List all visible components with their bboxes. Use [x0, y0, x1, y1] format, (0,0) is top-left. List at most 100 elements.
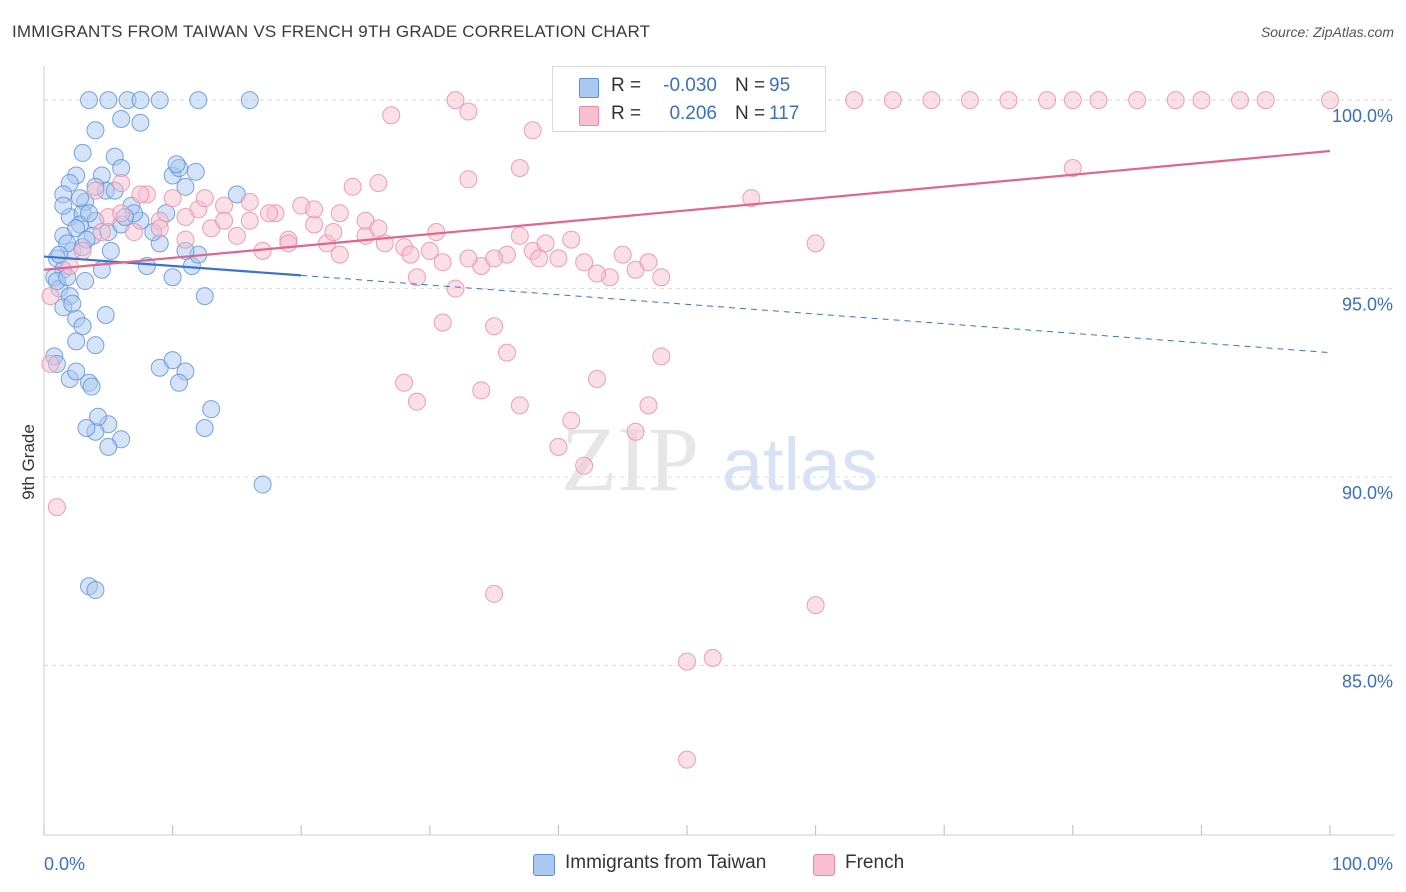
taiwan-point [189, 91, 208, 110]
french-point [523, 121, 542, 140]
french-point [86, 181, 105, 200]
y-tick-label: 95.0% [1342, 295, 1393, 315]
french-point [260, 204, 279, 223]
taiwan-point [82, 377, 101, 396]
french-point [549, 437, 568, 456]
french-point [626, 422, 645, 441]
taiwan-point [80, 91, 99, 110]
french-point [703, 648, 722, 667]
french-point [150, 219, 169, 238]
watermark-atlas: atlas [722, 423, 878, 506]
french-point [459, 170, 478, 189]
french-point [215, 211, 234, 230]
taiwan-point [86, 336, 105, 355]
french-point [73, 241, 92, 260]
taiwan-point [67, 332, 86, 351]
legend-label-french: French [845, 852, 905, 873]
taiwan-point [131, 113, 150, 132]
french-point [420, 241, 439, 260]
french-point [1230, 91, 1249, 110]
french-point [639, 253, 658, 272]
french-point [382, 106, 401, 125]
french-point [330, 204, 349, 223]
french-point [1063, 158, 1082, 177]
french-point [472, 381, 491, 400]
legend-n-label: N = [735, 103, 766, 124]
y-tick-label: 100.0% [1332, 106, 1393, 126]
french-point [883, 91, 902, 110]
taiwan-point [170, 373, 189, 392]
french-point [678, 652, 696, 671]
taiwan-point [101, 241, 120, 260]
chart-title: IMMIGRANTS FROM TAIWAN VS FRENCH 9TH GRA… [12, 22, 651, 41]
french-point [407, 392, 426, 411]
tick-labels: 100.0% 95.0% 90.0% 85.0% 0.0% 100.0% [44, 106, 1393, 874]
series-legend: Immigrants from Taiwan French [0, 852, 1406, 878]
taiwan-point [163, 351, 182, 370]
taiwan-point [54, 196, 73, 215]
taiwan-point [96, 305, 115, 324]
taiwan-point [112, 158, 131, 177]
french-point [433, 253, 452, 272]
taiwan-trend-line-extrapolated [301, 274, 1331, 354]
french-point [163, 189, 182, 208]
taiwan-point [86, 581, 105, 600]
taiwan-point [131, 91, 150, 110]
french-point [215, 196, 234, 215]
french-point [433, 313, 452, 332]
legend-row-taiwan: R = -0.030 N = 95 [553, 73, 825, 101]
french-point [806, 596, 825, 615]
french-point [485, 317, 504, 336]
french-point [652, 268, 671, 287]
taiwan-point [253, 475, 272, 494]
french-point [330, 245, 349, 264]
taiwan-point [195, 287, 214, 306]
french-point [845, 91, 864, 110]
zipatlas-watermark: ZIP atlas [561, 408, 878, 510]
french-point [1321, 91, 1339, 110]
french-trend-line [43, 149, 1331, 271]
legend-n-value-taiwan: 95 [769, 75, 791, 96]
french-point [343, 177, 362, 196]
data-points [41, 91, 1339, 769]
french-point [401, 245, 420, 264]
legend-n-value-french: 117 [769, 103, 800, 124]
french-point [1192, 91, 1211, 110]
x-tick-label: 100.0% [1332, 854, 1393, 874]
french-point [92, 223, 111, 242]
taiwan-point [163, 268, 182, 287]
french-point [41, 354, 60, 373]
taiwan-point [80, 204, 99, 223]
french-point [999, 91, 1018, 110]
french-point [497, 343, 516, 362]
french-point [922, 91, 941, 110]
french-point [960, 91, 979, 110]
french-point [240, 192, 259, 211]
french-point [562, 411, 581, 430]
legend-swatch-french [813, 854, 835, 876]
french-point [1256, 91, 1275, 110]
french-point [459, 249, 478, 268]
source-credit: Source: ZipAtlas.com [1260, 24, 1394, 40]
taiwan-point [176, 177, 195, 196]
french-point [407, 268, 426, 287]
french-point [1166, 91, 1185, 110]
french-point [510, 226, 529, 245]
taiwan-point [167, 155, 186, 174]
legend-r-value-french: 0.206 [669, 103, 717, 124]
taiwan-point [150, 91, 169, 110]
french-point [806, 234, 825, 253]
french-point [227, 226, 246, 245]
french-point [536, 234, 555, 253]
taiwan-point [186, 162, 205, 181]
french-point [279, 234, 298, 253]
taiwan-point [195, 419, 214, 438]
french-point [176, 207, 195, 226]
french-point [305, 200, 324, 219]
taiwan-point [73, 143, 92, 162]
french-point [112, 174, 131, 193]
taiwan-point [77, 419, 96, 438]
french-point [587, 264, 606, 283]
french-point [47, 498, 66, 517]
